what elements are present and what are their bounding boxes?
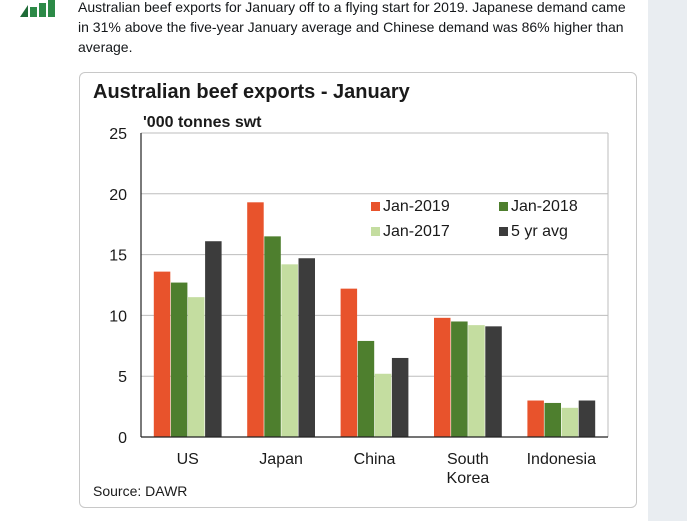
y-tick-label: 0 [118,430,127,447]
legend-label: Jan-2017 [383,223,450,240]
x-category-label: China [354,451,396,468]
chart-card: Australian beef exports - January '000 t… [79,72,637,508]
x-category-label: Indonesia [527,451,596,468]
bar-jan-2018-china [357,340,375,437]
bar-jan-2019-us [153,271,171,437]
bar-jan-2018-us [170,282,188,437]
x-category-label: South Korea [447,451,490,487]
x-category-label: US [177,451,199,468]
legend-label: Jan-2018 [511,198,578,215]
brand-logo-icon [20,0,55,17]
bar-jan-2018-south-korea [451,321,468,437]
bar-5-yr-avg-south-korea [485,326,502,437]
source-label: Source: DAWR [93,483,187,499]
bar-5-yr-avg-japan [298,258,315,437]
bar-jan-2017-china [374,373,392,437]
bar-5-yr-avg-indonesia [578,400,596,437]
legend-swatch [499,227,508,236]
bar-chart: Australian beef exports - January '000 t… [93,81,609,499]
legend-swatch [371,202,380,211]
bar-jan-2018-indonesia [544,402,561,437]
legend-swatch [371,227,380,236]
y-tick-label: 25 [109,126,127,143]
y-axis-unit-label: '000 tonnes swt [143,114,262,131]
bar-jan-2017-us [188,297,205,437]
bar-jan-2019-south-korea [434,317,451,437]
bar-jan-2019-indonesia [527,400,544,437]
y-tick-label: 20 [109,187,127,204]
bar-jan-2018-japan [264,236,281,437]
legend-label: 5 yr avg [511,223,568,240]
chart-title: Australian beef exports - January [93,81,411,103]
right-gutter [648,0,687,521]
tweet-text: Australian beef exports for January off … [78,0,626,55]
y-tick-label: 5 [118,369,127,386]
x-category-label: Japan [259,451,303,468]
y-tick-label: 15 [109,248,127,265]
legend-swatch [499,202,508,211]
bar-5-yr-avg-us [205,241,222,437]
legend-label: Jan-2019 [383,198,450,215]
y-tick-label: 10 [109,308,127,325]
bar-jan-2017-south-korea [468,325,485,437]
bar-jan-2019-china [340,288,358,437]
bar-jan-2019-japan [247,202,264,437]
bar-jan-2017-indonesia [561,407,579,437]
bar-jan-2017-japan [281,264,298,437]
bar-5-yr-avg-china [391,357,409,437]
